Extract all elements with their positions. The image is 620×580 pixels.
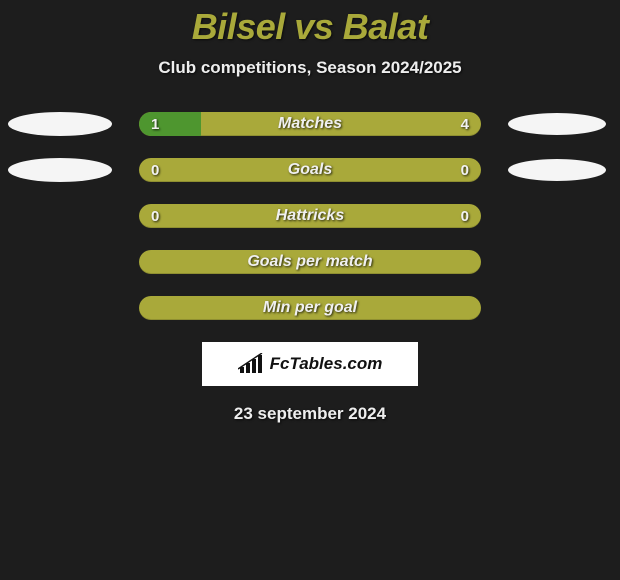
stat-bar: Min per goal bbox=[139, 296, 481, 320]
stat-row: 00Hattricks bbox=[0, 204, 620, 228]
page-title: Bilsel vs Balat bbox=[0, 6, 620, 48]
bar-chart-icon bbox=[238, 353, 264, 375]
stat-bar: Goals per match bbox=[139, 250, 481, 274]
stat-label: Matches bbox=[139, 112, 481, 136]
player-marker-right bbox=[508, 159, 606, 181]
stat-label: Goals per match bbox=[139, 250, 481, 274]
stat-row: Min per goal bbox=[0, 296, 620, 320]
stat-label: Hattricks bbox=[139, 204, 481, 228]
stat-bar: 00Goals bbox=[139, 158, 481, 182]
stat-row: 00Goals bbox=[0, 158, 620, 182]
comparison-card: Bilsel vs Balat Club competitions, Seaso… bbox=[0, 0, 620, 580]
player-marker-left bbox=[8, 112, 112, 136]
footer-date: 23 september 2024 bbox=[0, 404, 620, 424]
stat-row: Goals per match bbox=[0, 250, 620, 274]
page-subtitle: Club competitions, Season 2024/2025 bbox=[0, 58, 620, 78]
stat-bar: 00Hattricks bbox=[139, 204, 481, 228]
stat-label: Goals bbox=[139, 158, 481, 182]
player-marker-left bbox=[8, 158, 112, 182]
branding-text: FcTables.com bbox=[270, 354, 383, 374]
stat-row: 14Matches bbox=[0, 112, 620, 136]
player-marker-right bbox=[508, 113, 606, 135]
stat-bar: 14Matches bbox=[139, 112, 481, 136]
stat-label: Min per goal bbox=[139, 296, 481, 320]
branding-banner[interactable]: FcTables.com bbox=[202, 342, 418, 386]
stats-container: 14Matches 00Goals 00Hattricks Goals per mat… bbox=[0, 112, 620, 320]
